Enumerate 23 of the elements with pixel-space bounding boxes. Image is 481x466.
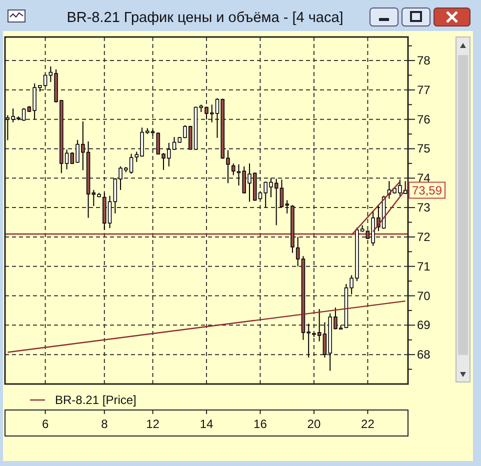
x-tick-label: 6 (42, 417, 49, 431)
legend-label: BR-8.21 [Price] (55, 393, 136, 407)
y-tick-label: 78 (417, 54, 431, 68)
y-tick-label: 69 (417, 318, 431, 332)
y-tick-label: 76 (417, 112, 431, 126)
y-tick-label: 72 (417, 230, 431, 244)
y-tick-label: 71 (417, 259, 431, 274)
x-tick-label: 14 (200, 417, 214, 431)
candlestick (231, 162, 236, 176)
x-tick-label: 20 (307, 417, 321, 431)
y-tick-label: 74 (417, 171, 431, 186)
y-tick-label: 70 (417, 288, 431, 303)
y-tick-label: 68 (417, 348, 431, 362)
annotation: 73,59 (412, 184, 442, 198)
chart-title: BR-8.21 График цены и объёма - [4 часа] (66, 10, 344, 26)
y-tick-label: 73 (417, 200, 431, 215)
x-tick-label: 8 (101, 417, 108, 431)
candlestick (296, 236, 300, 267)
x-tick-label: 22 (361, 417, 375, 431)
x-tick-label: 12 (146, 417, 160, 431)
y-tick-label: 77 (417, 82, 431, 97)
x-tick-label: 16 (254, 417, 268, 431)
y-tick-label: 75 (417, 142, 431, 156)
